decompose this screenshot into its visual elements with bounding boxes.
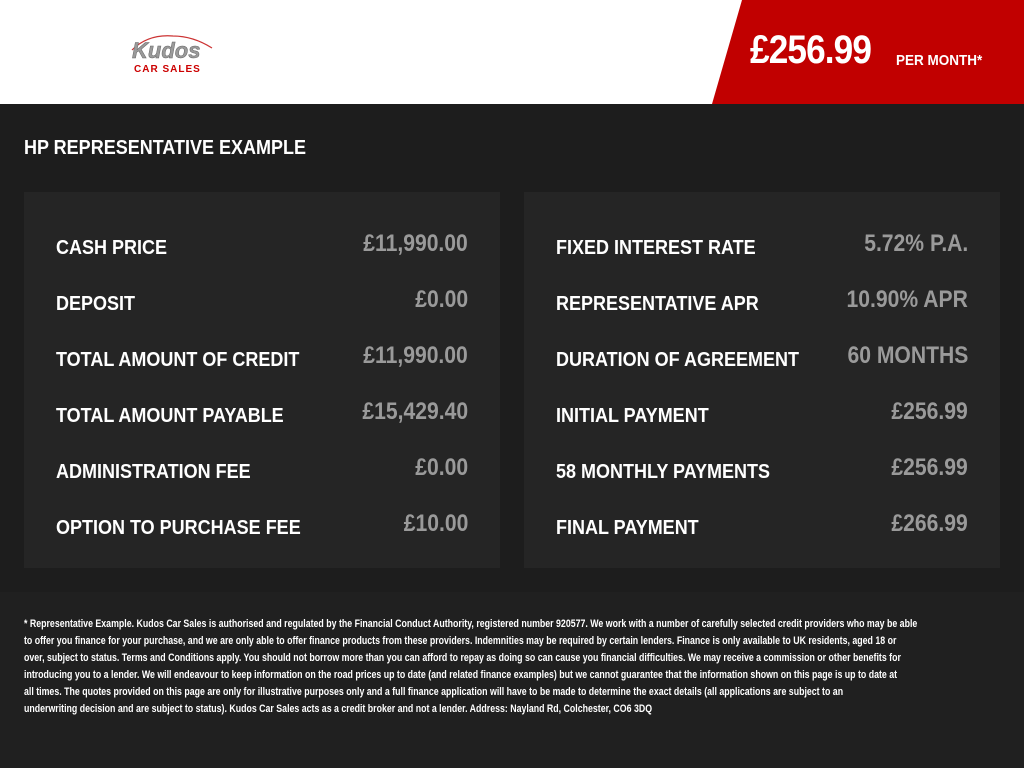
finance-row: TOTAL AMOUNT PAYABLE £15,429.40 <box>56 384 468 440</box>
finance-value: £256.99 <box>891 398 968 425</box>
finance-value: £256.99 <box>891 454 968 481</box>
per-month-label: PER MONTH* <box>896 52 983 69</box>
finance-row: DEPOSIT £0.00 <box>56 272 468 328</box>
finance-row: TOTAL AMOUNT OF CREDIT £11,990.00 <box>56 328 468 384</box>
finance-value: £15,429.40 <box>362 398 468 425</box>
monthly-price: £256.99 <box>750 28 872 72</box>
finance-value: 10.90% APR <box>846 286 968 313</box>
finance-label: INITIAL PAYMENT <box>556 404 709 427</box>
finance-panel-left: CASH PRICE £11,990.00 DEPOSIT £0.00 TOTAL AM… <box>24 192 500 568</box>
finance-label: 58 MONTHLY PAYMENTS <box>556 460 771 483</box>
disclaimer-line: over, subject to status. Terms and Condi… <box>24 652 901 664</box>
finance-row: DURATION OF AGREEMENT 60 MONTHS <box>556 328 968 384</box>
finance-value: £0.00 <box>415 286 468 313</box>
footer <box>0 592 1024 768</box>
disclaimer-line: * Representative Example. Kudos Car Sale… <box>24 618 918 630</box>
finance-label: OPTION TO PURCHASE FEE <box>56 516 301 539</box>
finance-label: FIXED INTEREST RATE <box>556 236 756 259</box>
section-title: HP REPRESENTATIVE EXAMPLE <box>24 137 307 159</box>
finance-row: ADMINISTRATION FEE £0.00 <box>56 440 468 496</box>
finance-value: £0.00 <box>415 454 468 481</box>
disclaimer-line: underwriting decision and are subject to… <box>24 703 653 715</box>
finance-value: £11,990.00 <box>363 230 468 257</box>
finance-row: INITIAL PAYMENT £256.99 <box>556 384 968 440</box>
finance-row: REPRESENTATIVE APR 10.90% APR <box>556 272 968 328</box>
disclaimer-line: to offer you finance for your purchase, … <box>24 635 897 647</box>
kudos-logo: Kudos CAR SALES <box>131 35 213 75</box>
finance-row: FIXED INTEREST RATE 5.72% P.A. <box>556 216 968 272</box>
finance-label: REPRESENTATIVE APR <box>556 292 759 315</box>
finance-value: 5.72% P.A. <box>863 230 968 257</box>
svg-text:CAR SALES: CAR SALES <box>134 64 201 75</box>
finance-row: FINAL PAYMENT £266.99 <box>556 496 968 552</box>
finance-label: FINAL PAYMENT <box>556 516 699 539</box>
finance-row: OPTION TO PURCHASE FEE £10.00 <box>56 496 468 552</box>
svg-text:Kudos: Kudos <box>132 38 200 63</box>
finance-value: £10.00 <box>403 510 468 537</box>
disclaimer: * Representative Example. Kudos Car Sale… <box>24 616 1024 718</box>
finance-label: ADMINISTRATION FEE <box>56 460 251 483</box>
header: Kudos CAR SALES £256.99 PER MONTH* <box>0 0 1024 104</box>
finance-value: £11,990.00 <box>363 342 468 369</box>
finance-label: TOTAL AMOUNT OF CREDIT <box>56 348 300 371</box>
finance-panel-right: FIXED INTEREST RATE 5.72% P.A. REPRESENTAT… <box>524 192 1000 568</box>
finance-value: £266.99 <box>891 510 968 537</box>
disclaimer-line: all times. The quotes provided on this p… <box>24 686 844 698</box>
finance-label: DEPOSIT <box>56 292 136 315</box>
finance-value: 60 MONTHS <box>847 342 968 369</box>
finance-label: DURATION OF AGREEMENT <box>556 348 799 371</box>
finance-row: 58 MONTHLY PAYMENTS £256.99 <box>556 440 968 496</box>
disclaimer-line: introducing you to a lender. We will end… <box>24 669 898 681</box>
price-banner <box>712 0 1024 104</box>
finance-label: CASH PRICE <box>56 236 168 259</box>
finance-label: TOTAL AMOUNT PAYABLE <box>56 404 284 427</box>
finance-row: CASH PRICE £11,990.00 <box>56 216 468 272</box>
